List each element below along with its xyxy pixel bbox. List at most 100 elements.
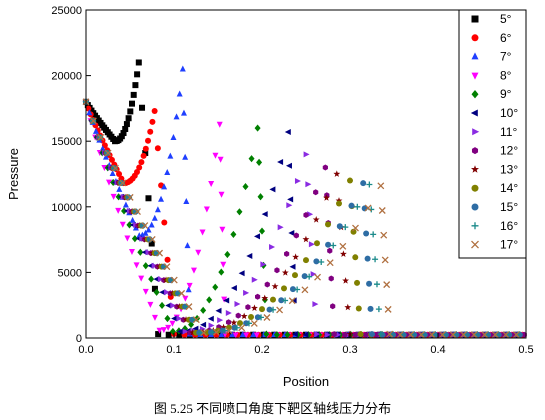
data-point	[318, 259, 325, 266]
data-point	[119, 221, 126, 228]
y-tick-label: 0	[76, 333, 82, 345]
data-point	[369, 331, 375, 338]
data-point	[130, 91, 137, 98]
data-point	[292, 272, 298, 279]
data-point	[176, 315, 183, 322]
data-point	[131, 235, 138, 243]
data-point	[324, 331, 331, 338]
data-point	[132, 82, 139, 89]
data-point	[364, 204, 372, 212]
data-point	[428, 331, 436, 339]
data-point	[176, 331, 183, 338]
data-point	[151, 262, 158, 269]
data-point	[208, 322, 215, 329]
data-point	[86, 109, 93, 116]
data-point	[375, 306, 382, 313]
data-point	[328, 275, 334, 282]
series-8°	[83, 99, 524, 339]
data-point	[132, 224, 139, 231]
data-point	[290, 297, 297, 304]
data-point	[176, 90, 183, 97]
data-point	[109, 169, 116, 176]
legend-label: 14°	[500, 181, 518, 195]
data-point	[303, 151, 310, 158]
data-point	[170, 302, 177, 309]
data-point	[325, 241, 332, 248]
data-point	[335, 197, 343, 204]
legend: 5° 6° 7° 8° 9° 10° 11° 12° 13° 14° 15° 16° 17°	[458, 9, 527, 259]
data-point	[314, 240, 320, 247]
data-point	[246, 252, 253, 259]
data-point	[185, 303, 193, 311]
data-point	[288, 230, 295, 237]
data-point	[148, 235, 156, 243]
data-point	[243, 289, 250, 296]
data-point	[261, 294, 269, 302]
legend-label: 16°	[500, 219, 518, 233]
data-point	[163, 263, 171, 271]
data-point	[348, 202, 355, 209]
data-point	[354, 279, 361, 286]
y-tick-label: 15000	[51, 136, 82, 148]
data-point	[360, 180, 367, 187]
data-point	[139, 104, 146, 111]
data-point	[118, 133, 125, 140]
data-point	[255, 293, 261, 300]
data-point	[111, 164, 119, 172]
data-point	[373, 281, 380, 288]
data-point	[142, 150, 149, 157]
legend-label: 7°	[500, 50, 512, 64]
data-point	[110, 193, 117, 200]
data-point	[258, 314, 265, 321]
data-point	[182, 153, 189, 160]
data-point	[266, 306, 273, 313]
data-point	[92, 127, 99, 134]
data-point	[134, 208, 141, 216]
data-point	[257, 193, 264, 201]
data-point	[253, 332, 260, 339]
data-point	[278, 297, 285, 304]
data-point	[301, 286, 309, 294]
data-point	[481, 331, 489, 339]
data-point	[218, 331, 225, 338]
data-point	[327, 247, 333, 254]
data-point	[123, 121, 130, 128]
data-point	[293, 232, 299, 239]
data-point	[234, 300, 241, 307]
data-point	[153, 288, 160, 296]
x-axis-label: Position	[283, 374, 329, 389]
data-point	[460, 331, 467, 339]
data-point	[243, 332, 250, 339]
legend-marker	[471, 165, 479, 173]
data-point	[307, 211, 314, 218]
data-point	[289, 263, 296, 270]
data-point	[156, 327, 163, 334]
data-point	[126, 221, 133, 229]
data-point	[377, 331, 384, 338]
data-point	[190, 267, 197, 274]
data-point	[350, 228, 357, 235]
data-point	[89, 117, 97, 125]
data-point	[357, 331, 364, 338]
data-point	[216, 121, 223, 128]
data-point	[336, 200, 342, 207]
data-point	[195, 249, 202, 256]
data-point	[333, 170, 341, 177]
data-point	[126, 193, 134, 201]
data-point	[250, 331, 257, 338]
data-point	[182, 325, 188, 333]
data-point	[178, 289, 186, 297]
data-point	[330, 242, 337, 249]
data-point	[212, 152, 219, 159]
legend-marker	[471, 15, 479, 23]
data-point	[288, 297, 296, 305]
data-point	[396, 331, 404, 339]
data-point	[308, 241, 315, 248]
data-point	[331, 331, 337, 338]
data-point	[294, 177, 301, 184]
data-point	[313, 189, 319, 196]
data-point	[238, 324, 246, 332]
data-point	[138, 275, 145, 282]
data-point	[170, 134, 177, 141]
data-point	[314, 331, 321, 338]
